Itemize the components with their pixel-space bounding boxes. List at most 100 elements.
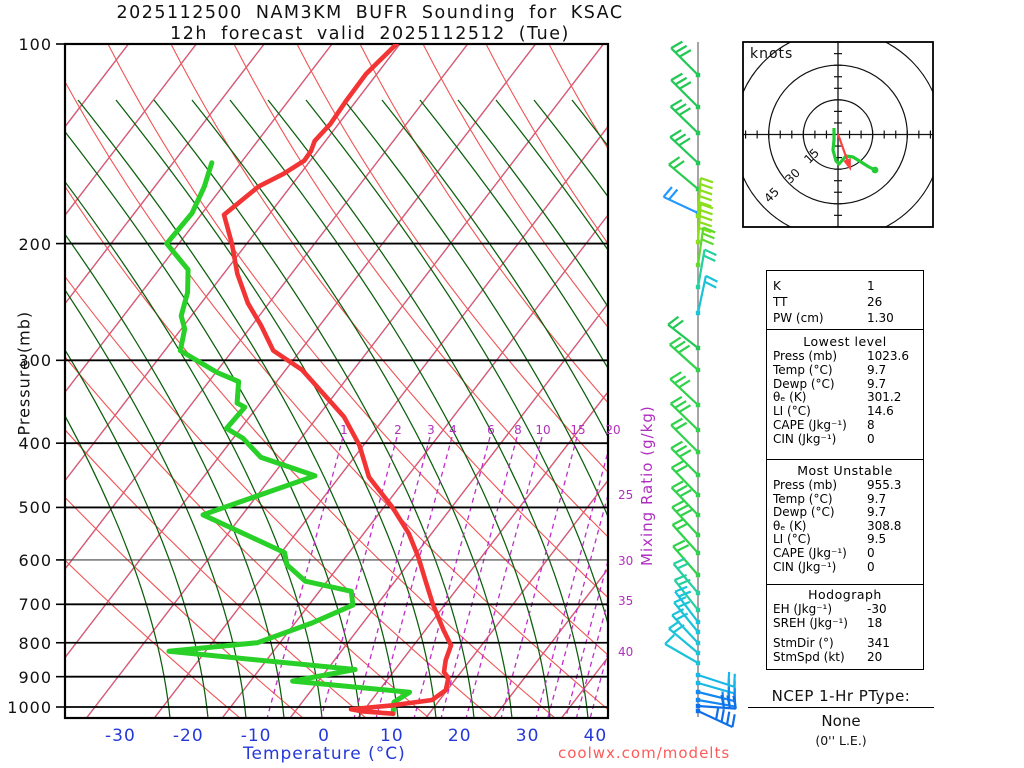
temperature-tick-label: -10 bbox=[240, 726, 272, 746]
moist-adiabat-line bbox=[65, 348, 209, 718]
mixing-ratio-line bbox=[320, 436, 398, 718]
indices-row-label: CIN (Jkg⁻¹) bbox=[773, 431, 837, 446]
wind-barb bbox=[671, 608, 701, 646]
temperature-curve bbox=[221, 44, 454, 716]
barb-station-dot bbox=[695, 472, 701, 478]
moist-adiabat-line bbox=[77, 99, 399, 718]
temperature-tick-label: 0 bbox=[318, 726, 330, 746]
dry-adiabat-line bbox=[170, 44, 608, 599]
pressure-tick-label: 900 bbox=[18, 667, 52, 687]
chart-title-line1: 2025112500 NAM3KM BUFR Sounding for KSAC bbox=[116, 3, 624, 23]
moist-adiabat-line bbox=[419, 99, 608, 370]
moist-adiabat-line bbox=[381, 99, 608, 439]
indices-row-value: 0 bbox=[867, 431, 875, 446]
indices-row-label: PW (cm) bbox=[773, 311, 824, 325]
pressure-tick-label: 1000 bbox=[7, 698, 52, 717]
mixing-ratio-line bbox=[500, 436, 578, 718]
moist-adiabat-line bbox=[65, 288, 247, 718]
dry-adiabat-line bbox=[65, 429, 367, 718]
indices-row-label: Press (mb) bbox=[773, 349, 838, 363]
indices-row: CAPE (Jkg⁻¹) 0 bbox=[767, 546, 923, 560]
isotherm-line-red bbox=[153, 125, 608, 718]
isotherm-line-red bbox=[221, 214, 608, 718]
pressure-tick-label: 400 bbox=[18, 434, 52, 454]
wind-barb bbox=[673, 573, 701, 613]
indices-row-label: K bbox=[773, 279, 781, 293]
moist-adiabat-line bbox=[457, 99, 608, 308]
barb-station-dot bbox=[695, 310, 701, 316]
moist-adiabat-line bbox=[65, 180, 323, 718]
indices-row-label: StmSpd (kt) bbox=[773, 649, 845, 664]
indices-row-value: 9.5 bbox=[867, 532, 887, 547]
mixing-ratio-tick-label: 6 bbox=[487, 423, 495, 437]
wind-barb bbox=[670, 40, 701, 78]
indices-row-label: SREH (Jkg⁻¹) bbox=[773, 615, 848, 630]
ptype-liquid-equivalent: (0'' L.E.) bbox=[815, 733, 867, 748]
isotherm-line-red bbox=[289, 302, 608, 718]
indices-row-value: 18 bbox=[867, 615, 883, 630]
pressure-tick-label: 100 bbox=[18, 35, 52, 54]
pressure-tick-label: 800 bbox=[18, 633, 52, 653]
indices-row-value: 0 bbox=[867, 559, 875, 574]
dry-adiabat-line bbox=[107, 44, 608, 656]
hodograph bbox=[743, 42, 933, 227]
indices-row-label: LI (°C) bbox=[773, 532, 811, 547]
wind-barb bbox=[695, 248, 717, 290]
barb-station-dot bbox=[695, 532, 701, 538]
indices-row-value: 9.7 bbox=[867, 491, 887, 506]
indices-row: CIN (Jkg⁻¹) 0 bbox=[767, 432, 923, 446]
barb-station-dot bbox=[695, 367, 701, 373]
indices-row-label: Temp (°C) bbox=[773, 362, 833, 377]
indices-row-label: StmDir (°) bbox=[773, 636, 834, 650]
wind-barb bbox=[670, 440, 701, 478]
indices-row: CAPE (Jkg⁻¹) 8 bbox=[767, 418, 923, 432]
isotherm-line-red bbox=[65, 44, 401, 482]
indices-row: PW (cm) 1.30 bbox=[767, 311, 923, 327]
watermark-link[interactable]: coolwx.com/modelts bbox=[558, 744, 731, 762]
isotherm-line-red bbox=[86, 44, 604, 718]
wind-barb bbox=[668, 156, 701, 192]
wind-barb bbox=[669, 371, 701, 408]
barb-station-dot bbox=[695, 697, 701, 703]
ptype-block: NCEP 1-Hr PType: None (0'' L.E.) bbox=[748, 687, 934, 748]
wind-barb bbox=[669, 336, 701, 373]
isotherm-line-red bbox=[493, 568, 608, 718]
indices-summary-section: K 1 TT 26 PW (cm) 1.30 bbox=[767, 271, 923, 329]
plot-border bbox=[63, 42, 610, 720]
moist-adiabat-line bbox=[65, 233, 285, 718]
indices-row: LI (°C) 9.5 bbox=[767, 532, 923, 546]
pressure-tick-label: 300 bbox=[18, 351, 52, 371]
wind-barb bbox=[672, 557, 701, 596]
barb-station-dot bbox=[695, 402, 701, 408]
mixing-ratio-tick-label: 20 bbox=[605, 423, 621, 437]
indices-row: Dewp (°C) 9.7 bbox=[767, 505, 923, 519]
indices-row: θₑ (K) 308.8 bbox=[767, 519, 923, 533]
ptype-heading: NCEP 1-Hr PType: bbox=[748, 687, 934, 708]
wind-barb bbox=[670, 417, 701, 455]
indices-row-label: TT bbox=[773, 295, 788, 309]
mixing-ratio-line bbox=[266, 436, 344, 718]
temperature-axis-label: Temperature (°C) bbox=[243, 744, 406, 764]
indices-row-label: θₑ (K) bbox=[773, 390, 807, 405]
mixing-ratio-line bbox=[547, 494, 608, 718]
temperature-tick-label: 10 bbox=[380, 726, 404, 746]
barb-station-dot bbox=[695, 629, 701, 635]
barb-station-dot bbox=[695, 689, 701, 695]
isotherm-line bbox=[65, 44, 265, 305]
indices-row-label: θₑ (K) bbox=[773, 518, 807, 533]
indices-row: Temp (°C) 9.7 bbox=[767, 492, 923, 506]
indices-row-label: Press (mb) bbox=[773, 478, 838, 492]
indices-row-value: 20 bbox=[867, 649, 883, 664]
moist-adiabat-line bbox=[305, 99, 608, 627]
indices-row: Dewp (°C) 9.7 bbox=[767, 377, 923, 391]
moist-adiabat-line bbox=[191, 99, 513, 718]
dry-adiabat-line bbox=[65, 559, 241, 718]
mixing-ratio-line bbox=[413, 436, 491, 718]
hodograph-section-header: Hodograph bbox=[808, 587, 882, 602]
mixing-ratio-tick-label: 3 bbox=[427, 423, 435, 437]
barb-station-dot bbox=[695, 186, 701, 192]
mixing-ratio-tick-label: 35 bbox=[618, 594, 634, 608]
indices-row-label: Dewp (°C) bbox=[773, 505, 835, 520]
wind-barb bbox=[662, 186, 701, 216]
